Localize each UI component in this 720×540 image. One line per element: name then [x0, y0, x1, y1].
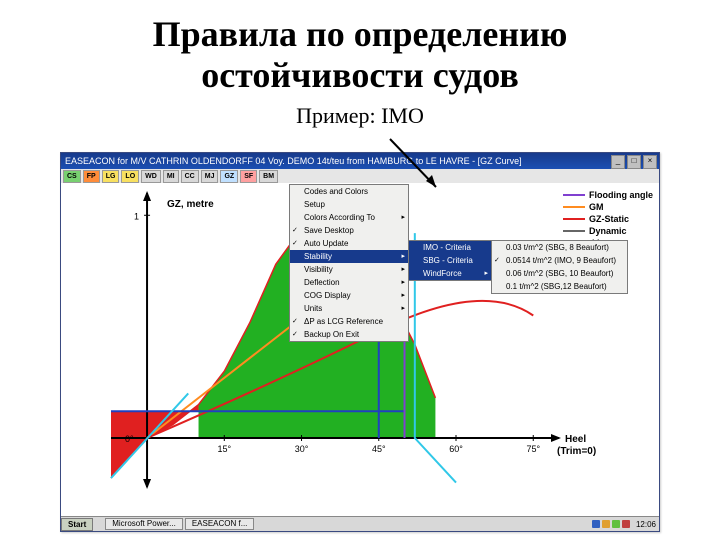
maximize-button[interactable]: □ [627, 155, 641, 169]
title-line1: Правила по определению [153, 14, 568, 54]
menu-item[interactable]: Visibility [290, 263, 408, 276]
toolbar-button-cc[interactable]: CC [181, 170, 199, 183]
menu-item[interactable]: 0.0514 t/m^2 (IMO, 9 Beaufort) [492, 254, 627, 267]
window-controls: _ □ × [611, 155, 657, 169]
slide-title: Правила по определению остойчивости судо… [40, 14, 680, 97]
toolbar-button-cs[interactable]: CS [63, 170, 81, 183]
menu-item[interactable]: ΔP as LCG Reference [290, 315, 408, 328]
menu-item[interactable]: Units [290, 302, 408, 315]
legend-item: GM [563, 201, 653, 213]
clock: 12:06 [636, 520, 656, 529]
app-window: EASEACON for M/V CATHRIN OLDENDORFF 04 V… [60, 152, 660, 532]
start-button[interactable]: Start [61, 518, 93, 531]
tray-icon[interactable] [592, 520, 600, 528]
menu-item[interactable]: Backup On Exit [290, 328, 408, 341]
menu-item[interactable]: Colors According To [290, 211, 408, 224]
options-menu[interactable]: Codes and ColorsSetupColors According To… [289, 184, 409, 342]
taskbar-app[interactable]: Microsoft Power... [105, 518, 183, 530]
title-line2: остойчивости судов [201, 55, 519, 95]
svg-text:GZ, metre: GZ, metre [167, 199, 214, 210]
tray-icon[interactable] [602, 520, 610, 528]
stability-submenu[interactable]: IMO - CriteriaSBG - CriteriaWindForce [408, 240, 492, 281]
toolbar-button-mi[interactable]: MI [163, 170, 179, 183]
legend-item: Dynamic [563, 225, 653, 237]
toolbar: CSFPLGLOWDMICCMJGZSFBM [61, 169, 659, 184]
slide-subtitle: Пример: IMO [0, 103, 720, 129]
taskbar: Start Microsoft Power...EASEACON f... 12… [61, 516, 659, 531]
system-tray: 12:06 [592, 520, 659, 529]
toolbar-button-lg[interactable]: LG [102, 170, 120, 183]
close-button[interactable]: × [643, 155, 657, 169]
svg-text:0°: 0° [125, 434, 134, 444]
toolbar-button-fp[interactable]: FP [83, 170, 100, 183]
menu-item[interactable]: WindForce [409, 267, 491, 280]
svg-text:75°: 75° [526, 444, 540, 454]
toolbar-button-bm[interactable]: BM [259, 170, 278, 183]
tray-icon[interactable] [622, 520, 630, 528]
svg-text:30°: 30° [295, 444, 309, 454]
menu-item[interactable]: 0.06 t/m^2 (SBG, 10 Beaufort) [492, 267, 627, 280]
svg-text:60°: 60° [449, 444, 463, 454]
menu-item[interactable]: IMO - Criteria [409, 241, 491, 254]
toolbar-button-lo[interactable]: LO [121, 170, 139, 183]
windforce-submenu[interactable]: 0.03 t/m^2 (SBG, 8 Beaufort)0.0514 t/m^2… [491, 240, 628, 294]
toolbar-button-wd[interactable]: WD [141, 170, 161, 183]
taskbar-app[interactable]: EASEACON f... [185, 518, 255, 530]
legend-item: GZ-Static [563, 213, 653, 225]
legend-item: Flooding angle [563, 189, 653, 201]
menu-item[interactable]: Codes and Colors [290, 185, 408, 198]
menu-item[interactable]: Save Desktop [290, 224, 408, 237]
tray-icon[interactable] [612, 520, 620, 528]
toolbar-button-sf[interactable]: SF [240, 170, 257, 183]
plot-area: 15°30°45°60°75°1GZ, metreHeel(Trim=0)0° … [61, 183, 659, 517]
menu-item[interactable]: 0.03 t/m^2 (SBG, 8 Beaufort) [492, 241, 627, 254]
svg-text:1: 1 [134, 211, 139, 221]
menu-item[interactable]: SBG - Criteria [409, 254, 491, 267]
svg-text:Heel: Heel [565, 434, 586, 445]
svg-text:15°: 15° [217, 444, 231, 454]
svg-text:45°: 45° [372, 444, 386, 454]
svg-text:(Trim=0): (Trim=0) [557, 446, 596, 457]
taskbar-apps: Microsoft Power...EASEACON f... [105, 518, 254, 530]
menu-item[interactable]: COG Display [290, 289, 408, 302]
menu-item[interactable]: Deflection [290, 276, 408, 289]
toolbar-button-mj[interactable]: MJ [201, 170, 219, 183]
minimize-button[interactable]: _ [611, 155, 625, 169]
menu-item[interactable]: Stability [290, 250, 408, 263]
window-titlebar[interactable]: EASEACON for M/V CATHRIN OLDENDORFF 04 V… [61, 153, 659, 169]
menu-item[interactable]: 0.1 t/m^2 (SBG,12 Beaufort) [492, 280, 627, 293]
menu-item[interactable]: Setup [290, 198, 408, 211]
menu-item[interactable]: Auto Update [290, 237, 408, 250]
toolbar-button-gz[interactable]: GZ [220, 170, 238, 183]
window-title: EASEACON for M/V CATHRIN OLDENDORFF 04 V… [65, 156, 522, 166]
